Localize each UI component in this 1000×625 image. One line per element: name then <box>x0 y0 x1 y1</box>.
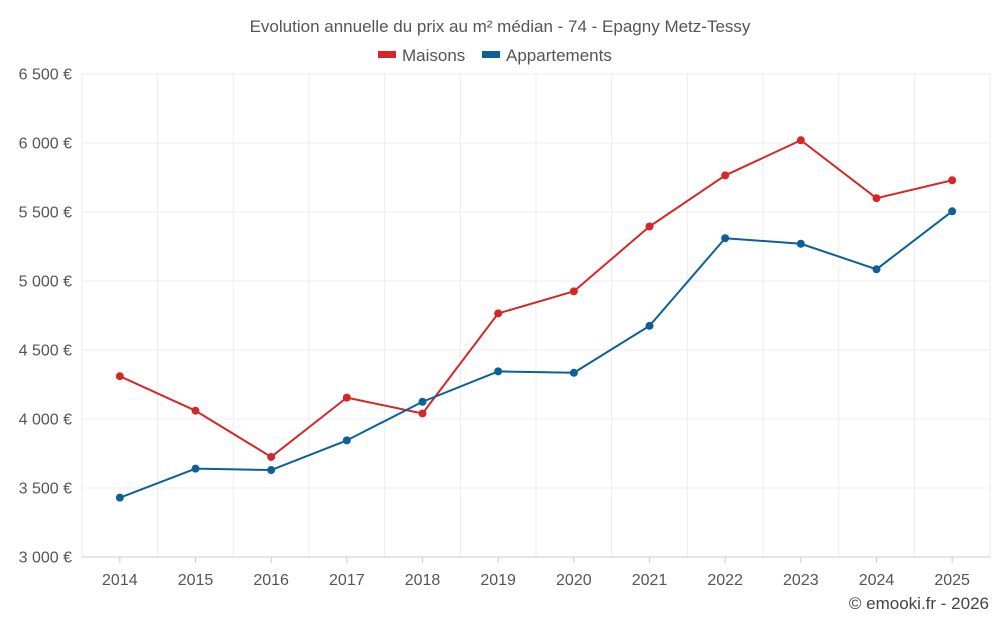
point-appartements-2024[interactable] <box>872 265 881 274</box>
point-appartements-2019[interactable] <box>494 367 503 376</box>
y-tick-label: 3 500 € <box>19 481 72 498</box>
legend: Maisons Appartements <box>378 46 612 65</box>
legend-item-maisons[interactable]: Maisons <box>378 46 465 65</box>
series-layer <box>115 136 957 502</box>
x-tick-label: 2017 <box>329 572 365 589</box>
point-maisons-2023[interactable] <box>796 136 805 145</box>
x-tick-label: 2025 <box>934 572 970 589</box>
point-appartements-2015[interactable] <box>191 464 200 473</box>
point-appartements-2018[interactable] <box>418 397 427 406</box>
y-tick-label: 5 000 € <box>19 274 72 291</box>
legend-label-appartements: Appartements <box>506 46 612 65</box>
legend-item-appartements[interactable]: Appartements <box>482 46 612 65</box>
point-appartements-2025[interactable] <box>948 207 957 216</box>
point-maisons-2021[interactable] <box>645 222 654 231</box>
point-maisons-2024[interactable] <box>872 194 881 203</box>
y-tick-label: 5 500 € <box>19 205 72 222</box>
x-tick-label: 2020 <box>556 572 592 589</box>
point-maisons-2018[interactable] <box>418 409 427 418</box>
x-tick-label: 2014 <box>102 572 138 589</box>
credit: © emooki.fr - 2026 <box>849 594 989 613</box>
y-tick-label: 3 000 € <box>19 550 72 567</box>
x-tick-label: 2021 <box>632 572 668 589</box>
legend-label-maisons: Maisons <box>402 46 465 65</box>
point-appartements-2022[interactable] <box>721 234 730 243</box>
grid <box>81 73 991 557</box>
point-appartements-2021[interactable] <box>645 321 654 330</box>
point-maisons-2025[interactable] <box>948 176 957 185</box>
point-appartements-2017[interactable] <box>342 436 351 445</box>
x-tick-label: 2015 <box>178 572 214 589</box>
x-tick-label: 2022 <box>707 572 743 589</box>
x-tick-label: 2024 <box>859 572 895 589</box>
y-tick-label: 4 500 € <box>19 343 72 360</box>
x-axis: 2014 2015 2016 2017 2018 2019 2020 2021 2022 2023… <box>82 556 990 589</box>
point-appartements-2020[interactable] <box>569 368 578 377</box>
x-tick-label: 2016 <box>253 572 289 589</box>
y-tick-label: 4 000 € <box>19 412 72 429</box>
chart-title: Evolution annuelle du prix au m² médian … <box>250 17 751 36</box>
y-tick-label: 6 500 € <box>19 67 72 84</box>
point-maisons-2017[interactable] <box>342 393 351 402</box>
legend-swatch-maisons <box>378 51 396 58</box>
y-tick-label: 6 000 € <box>19 136 72 153</box>
point-maisons-2022[interactable] <box>721 171 730 180</box>
point-maisons-2015[interactable] <box>191 406 200 415</box>
point-maisons-2019[interactable] <box>494 309 503 318</box>
point-appartements-2023[interactable] <box>796 239 805 248</box>
point-maisons-2014[interactable] <box>115 372 124 381</box>
series-line-maisons <box>119 139 953 458</box>
point-appartements-2016[interactable] <box>267 466 276 475</box>
legend-swatch-appartements <box>482 51 500 58</box>
x-tick-label: 2023 <box>783 572 819 589</box>
x-tick-label: 2019 <box>480 572 516 589</box>
point-maisons-2020[interactable] <box>569 287 578 296</box>
series-line-appartements <box>119 210 953 499</box>
point-appartements-2014[interactable] <box>115 493 124 502</box>
y-axis: 3 000 € 3 500 € 4 000 € 4 500 € 5 000 € 5 500… <box>19 67 72 567</box>
x-tick-label: 2018 <box>405 572 441 589</box>
point-maisons-2016[interactable] <box>267 452 276 461</box>
